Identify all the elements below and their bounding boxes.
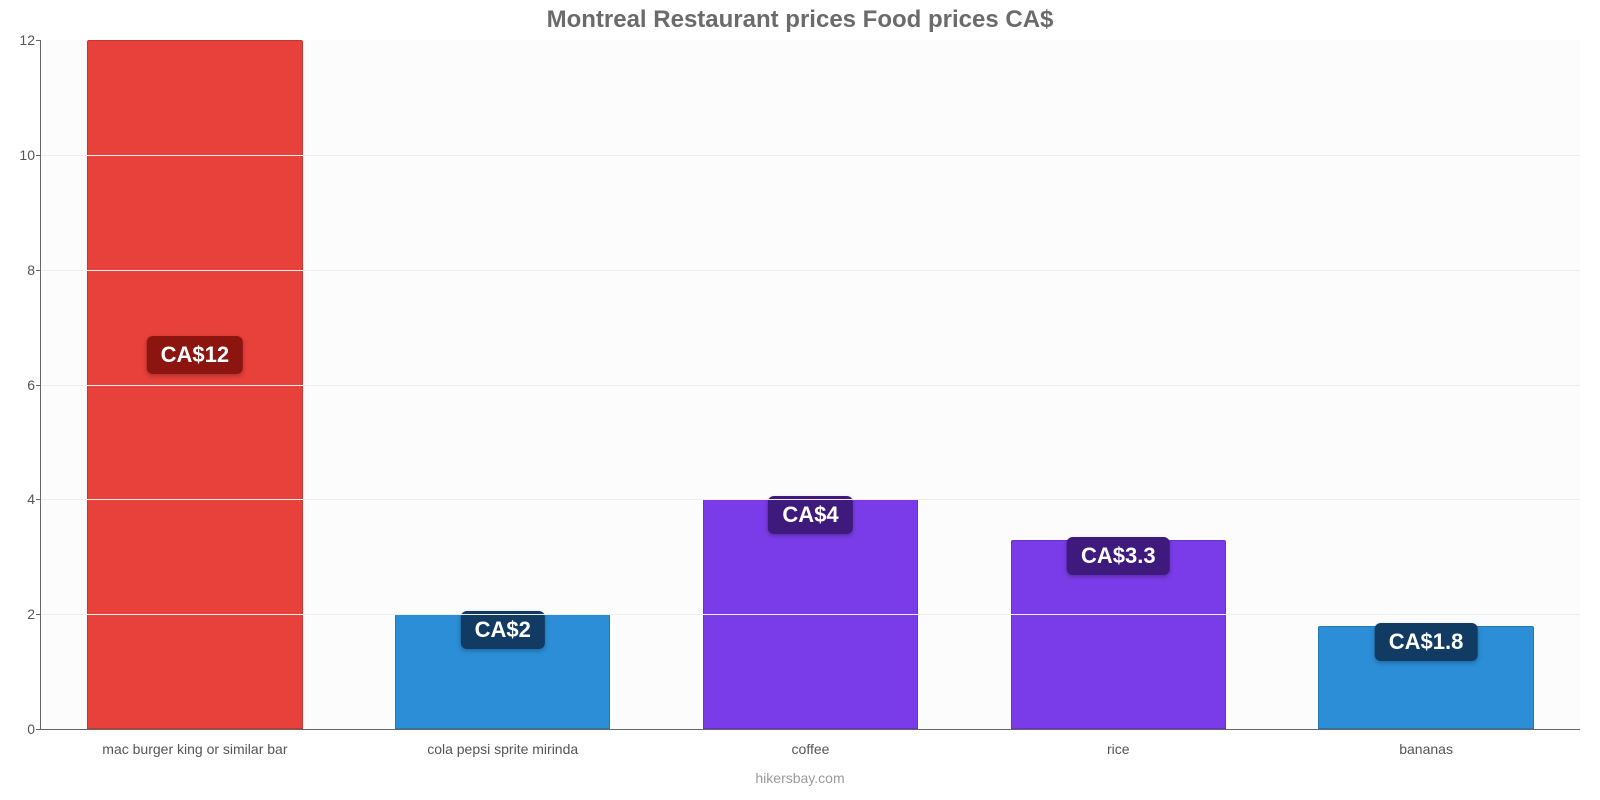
xtick-label: rice — [1107, 741, 1130, 757]
gridline — [41, 385, 1580, 386]
ytick-mark — [36, 385, 41, 386]
bar-value-label: CA$1.8 — [1375, 623, 1478, 661]
gridline — [41, 499, 1580, 500]
price-chart: Montreal Restaurant prices Food prices C… — [0, 0, 1600, 800]
bar-value-label: CA$12 — [147, 336, 243, 374]
ytick-mark — [36, 270, 41, 271]
ytick-mark — [36, 40, 41, 41]
ytick-label: 2 — [5, 606, 35, 622]
xtick-label: mac burger king or similar bar — [102, 741, 287, 757]
ytick-label: 12 — [5, 32, 35, 48]
ytick-mark — [36, 729, 41, 730]
gridline — [41, 270, 1580, 271]
gridline — [41, 614, 1580, 615]
ytick-label: 4 — [5, 491, 35, 507]
bar: CA$1.8 — [1318, 626, 1533, 729]
ytick-label: 0 — [5, 721, 35, 737]
ytick-label: 8 — [5, 262, 35, 278]
plot-area: CA$12CA$2CA$4CA$3.3CA$1.8 024681012mac b… — [40, 40, 1580, 730]
ytick-mark — [36, 155, 41, 156]
xtick-label: cola pepsi sprite mirinda — [427, 741, 578, 757]
bar: CA$3.3 — [1011, 540, 1226, 729]
xtick-label: coffee — [792, 741, 830, 757]
bar-value-label: CA$4 — [768, 496, 852, 534]
ytick-label: 6 — [5, 377, 35, 393]
chart-footer: hikersbay.com — [0, 770, 1600, 786]
bar-value-label: CA$3.3 — [1067, 537, 1170, 575]
xtick-label: bananas — [1399, 741, 1453, 757]
bar-value-label: CA$2 — [461, 611, 545, 649]
bar: CA$2 — [395, 614, 610, 729]
ytick-mark — [36, 499, 41, 500]
ytick-label: 10 — [5, 147, 35, 163]
ytick-mark — [36, 614, 41, 615]
chart-title: Montreal Restaurant prices Food prices C… — [0, 6, 1600, 34]
gridline — [41, 155, 1580, 156]
